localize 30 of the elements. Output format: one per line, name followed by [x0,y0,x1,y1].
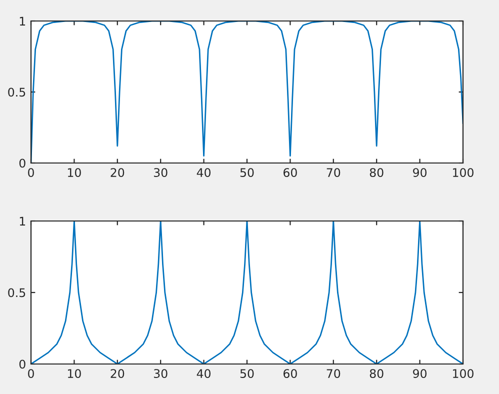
line-series [31,21,463,163]
x-tick-label: 10 [68,369,81,378]
y-tick-label: 1 [20,216,26,226]
x-tick-label: 40 [196,369,211,378]
x-tick-label: 50 [240,369,254,378]
x-tick-label: 100 [453,369,474,378]
y-tick-label: 0.5 [8,288,26,298]
x-tick-label: 40 [196,168,211,177]
x-tick-label: 80 [370,168,384,177]
line-series [31,221,463,364]
x-tick-label: 70 [326,369,340,378]
x-tick-label: 50 [240,168,254,177]
x-tick-label: 20 [110,369,124,378]
x-tick-label: 90 [413,369,427,378]
x-tick-label: 30 [154,369,168,378]
x-tick-label: 90 [413,168,427,177]
x-tick-label: 0 [28,369,34,378]
y-tick-label: 0 [19,158,26,168]
x-tick-label: 70 [326,168,340,177]
x-tick-label: 60 [284,168,297,177]
x-tick-label: 100 [453,168,474,177]
y-tick-label: 0 [19,360,26,369]
y-tick-label: 0.5 [8,88,26,97]
x-tick-label: 20 [110,168,124,177]
y-tick-label: 1 [20,16,26,26]
x-tick-label: 0 [28,168,34,177]
x-tick-label: 80 [370,369,384,378]
x-tick-label: 60 [284,369,297,378]
x-tick-label: 30 [154,168,168,177]
x-tick-label: 10 [68,168,81,177]
